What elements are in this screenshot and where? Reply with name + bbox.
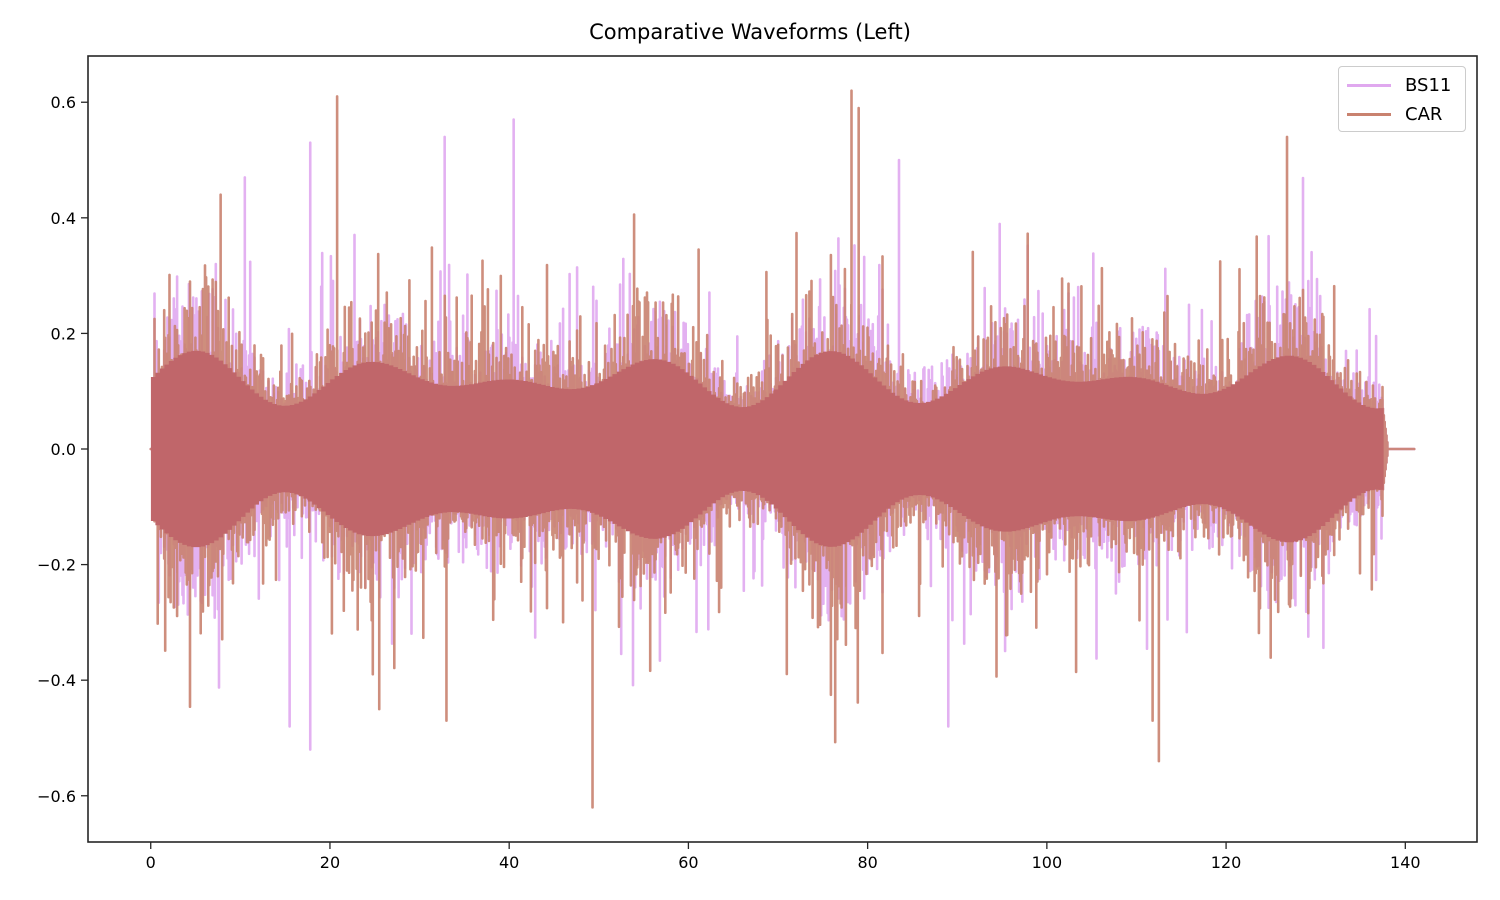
- legend-label: BS11: [1405, 74, 1452, 96]
- x-tick-label: 40: [499, 853, 519, 872]
- legend: BS11 CAR: [1338, 66, 1466, 132]
- y-tick-label: 0.4: [51, 209, 76, 228]
- legend-item-bs11: BS11: [1347, 73, 1451, 97]
- y-tick-label: 0.2: [51, 324, 76, 343]
- legend-item-car: CAR: [1347, 102, 1442, 126]
- waveform-overlap: [150, 350, 1384, 548]
- legend-label: CAR: [1405, 103, 1443, 125]
- y-tick-label: 0.0: [51, 440, 76, 459]
- x-tick-label: 20: [320, 853, 340, 872]
- x-tick-label: 60: [678, 853, 698, 872]
- x-tick-label: 0: [146, 853, 156, 872]
- waveform-layer: [149, 89, 1416, 809]
- y-tick-label: −0.6: [37, 787, 76, 806]
- y-axis: 0.6 0.4 0.2 0.0 −0.2 −0.4 −0.6: [37, 93, 88, 806]
- legend-swatch-car: [1347, 112, 1391, 116]
- x-axis: 0 20 40 60 80 100 120 140: [146, 842, 1421, 872]
- y-tick-label: −0.2: [37, 556, 76, 575]
- x-tick-label: 100: [1032, 853, 1063, 872]
- x-tick-label: 120: [1211, 853, 1242, 872]
- legend-swatch-bs11: [1347, 83, 1391, 87]
- x-tick-label: 80: [857, 853, 877, 872]
- x-tick-label: 140: [1390, 853, 1421, 872]
- y-tick-label: 0.6: [51, 93, 76, 112]
- y-tick-label: −0.4: [37, 671, 76, 690]
- chart-title: Comparative Waveforms (Left): [589, 20, 911, 44]
